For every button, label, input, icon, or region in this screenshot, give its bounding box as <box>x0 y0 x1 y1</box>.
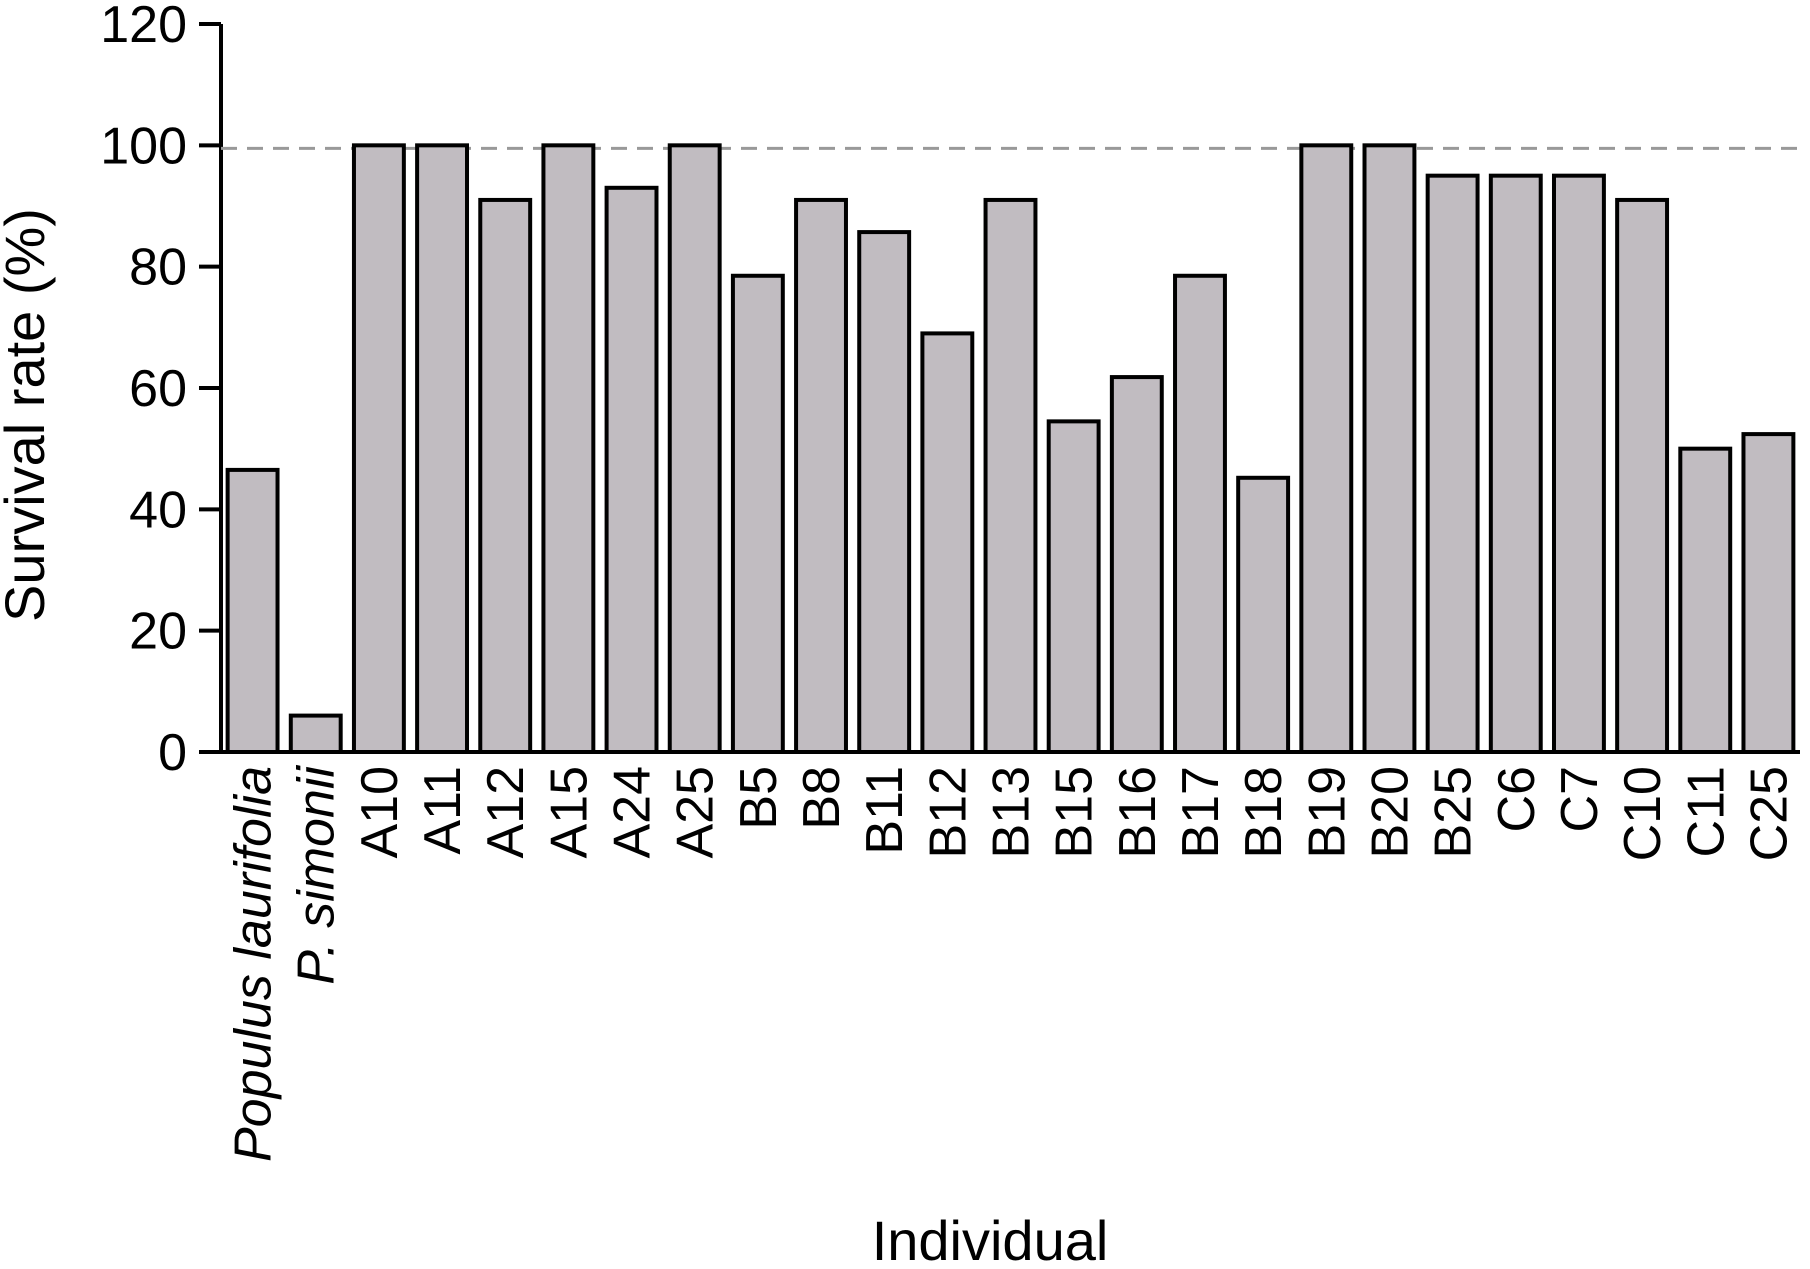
y-tick-label: 100 <box>100 117 187 175</box>
y-tick-label: 60 <box>129 360 187 418</box>
x-tick-label: B5 <box>730 766 788 830</box>
x-tick-label: B20 <box>1361 766 1419 859</box>
bar-a24 <box>604 185 659 755</box>
x-tick-label: B16 <box>1109 766 1167 859</box>
bar-a12 <box>478 197 533 754</box>
bar-b8 <box>794 197 848 754</box>
bar-b11 <box>857 230 912 754</box>
x-tick-label: C11 <box>1677 766 1735 858</box>
x-tick-label: B12 <box>919 766 977 859</box>
bar-b25 <box>1425 173 1480 754</box>
x-tick-label: A25 <box>667 766 725 859</box>
bar-b18 <box>1236 475 1291 754</box>
x-tick-label: A11 <box>414 766 472 855</box>
bar-b20 <box>1362 143 1417 755</box>
x-tick-label: Populus laurifolia <box>225 766 283 1162</box>
bar-c11 <box>1678 446 1733 754</box>
bar-b5 <box>730 273 785 754</box>
bar-b15 <box>1046 419 1101 754</box>
x-tick-label: B18 <box>1235 766 1293 859</box>
x-tick-label: C6 <box>1488 766 1546 832</box>
x-tick-label: B25 <box>1425 766 1483 859</box>
bars <box>225 143 1796 755</box>
bar-populus-laurifolia <box>225 467 280 754</box>
y-axis-title: Survival rate (%) <box>0 208 56 622</box>
bar-b19 <box>1299 143 1354 755</box>
bar-b16 <box>1109 375 1164 754</box>
bar-c10 <box>1615 197 1670 754</box>
bar-b17 <box>1173 273 1227 754</box>
bar-a25 <box>667 143 722 755</box>
x-tick-label: A15 <box>540 766 598 859</box>
bar-p-simonii <box>288 713 343 754</box>
x-tick-label: C25 <box>1740 766 1798 861</box>
x-tick-label: B8 <box>793 766 851 830</box>
x-tick-label: C10 <box>1614 766 1672 861</box>
y-tick-label: 0 <box>158 724 187 782</box>
bar-a11 <box>415 143 470 755</box>
x-tick-label: B19 <box>1298 766 1356 859</box>
x-tick-label: P. simonii <box>288 765 346 985</box>
x-tick-label: A24 <box>604 766 662 859</box>
x-tick-label: B17 <box>1172 766 1230 859</box>
y-tick-label: 120 <box>100 0 187 54</box>
bar-a15 <box>541 143 596 755</box>
x-tick-label: B13 <box>983 766 1041 859</box>
bar-b13 <box>983 197 1038 754</box>
y-tick-label: 80 <box>129 239 187 297</box>
y-tick-label: 20 <box>129 603 187 661</box>
bar-c6 <box>1488 173 1543 754</box>
y-tick-label: 40 <box>129 481 187 539</box>
x-tick-label: A12 <box>477 766 535 859</box>
x-tick-label: A10 <box>351 766 409 859</box>
bar-c7 <box>1551 173 1606 754</box>
bar-a10 <box>351 143 406 755</box>
x-tick-label: B15 <box>1046 766 1104 859</box>
x-tick-label: B11 <box>856 766 914 855</box>
bar-c25 <box>1741 432 1796 754</box>
y-axis: 0 20 40 60 80 100 120 <box>100 0 223 782</box>
x-tick-labels: Populus laurifolia P. simonii A10 A11 A12 A15… <box>225 765 1799 1162</box>
bar-b12 <box>920 331 975 754</box>
x-axis-title: Individual <box>872 1209 1109 1269</box>
x-tick-label: C7 <box>1551 766 1609 832</box>
